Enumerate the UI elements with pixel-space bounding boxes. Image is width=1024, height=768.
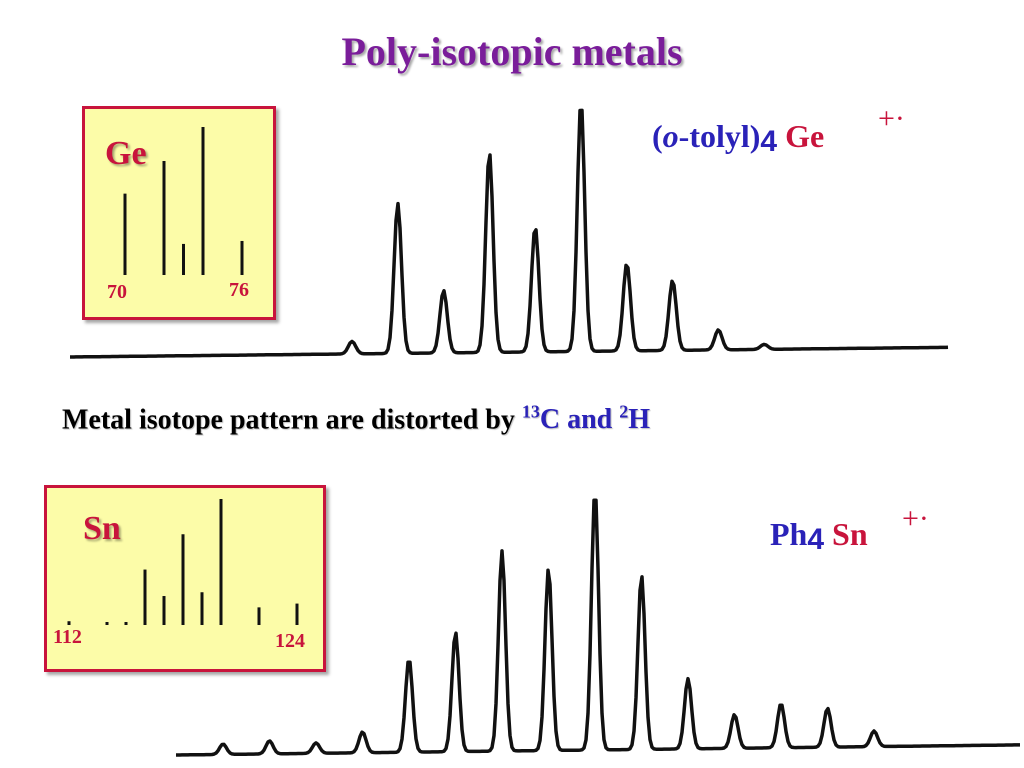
ge-formula-metal: Ge <box>785 118 825 154</box>
ge-element-label: Ge <box>105 135 147 172</box>
sn-formula-ligand: Ph <box>770 516 808 552</box>
sn-element-label: Sn <box>83 510 121 547</box>
sn-isotope-bars <box>67 499 299 625</box>
sn-axis-start: 112 <box>53 626 82 648</box>
ge-axis-end: 76 <box>229 279 249 301</box>
note-hydrogen-mass: 2 <box>619 402 629 422</box>
note-hydrogen-text: H <box>628 404 651 436</box>
ge-formula-ligand: -tolyl) <box>678 118 761 154</box>
sn-axis-end: 124 <box>275 630 305 652</box>
sn-charge: +· <box>902 502 929 535</box>
ge-formula-italic: o <box>662 118 679 154</box>
sn-formula-subscript: 4 <box>807 523 825 556</box>
sn-isotope-panel: Sn 112 124 <box>44 485 326 672</box>
note-carbon-mass: 13 <box>521 402 540 422</box>
sn-spectrum-trace <box>176 498 1020 757</box>
ge-spectrum-trace <box>70 108 949 359</box>
ge-charge: +· <box>878 102 905 135</box>
ge-formula: (o-tolyl)4 Ge <box>652 118 825 158</box>
note-text: Metal isotope pattern are distorted by <box>62 404 515 436</box>
ge-formula-subscript: 4 <box>760 125 778 158</box>
ge-axis-start: 70 <box>107 281 127 303</box>
sn-formula-metal: Sn <box>832 516 868 552</box>
ge-isotope-bars <box>123 127 244 275</box>
isotope-note: Metal isotope pattern are distorted by 1… <box>62 402 650 436</box>
note-carbon: 13C and 2H <box>521 402 651 436</box>
ge-isotope-panel: Ge 70 76 <box>82 106 276 320</box>
sn-formula: Ph4 Sn <box>770 516 868 556</box>
slide-title: Poly-isotopic metals <box>341 29 683 74</box>
ge-formula-open: ( <box>652 118 663 154</box>
note-carbon-text: C and <box>539 404 613 436</box>
